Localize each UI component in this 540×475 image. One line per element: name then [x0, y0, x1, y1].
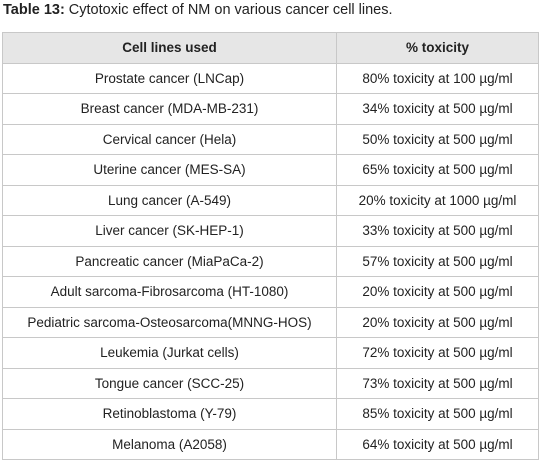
- toxicity-value: 65% toxicity at 500 µg/ml: [336, 154, 539, 186]
- toxicity-value: 20% toxicity at 1000 µg/ml: [336, 184, 539, 216]
- table-row: Prostate cancer (LNCap) 80% toxicity at …: [2, 62, 539, 94]
- toxicity-value: 34% toxicity at 500 µg/ml: [336, 93, 539, 125]
- table-row: Cervical cancer (Hela) 50% toxicity at 5…: [2, 123, 539, 155]
- table-row: Melanoma (A2058) 64% toxicity at 500 µg/…: [2, 428, 539, 460]
- table-row: Retinoblastoma (Y-79) 85% toxicity at 50…: [2, 398, 539, 430]
- cell-line-name: Cervical cancer (Hela): [2, 123, 337, 155]
- table-caption: Table 13: Cytotoxic effect of NM on vari…: [3, 1, 393, 19]
- toxicity-value: 20% toxicity at 500 µg/ml: [336, 306, 539, 338]
- table-row: Breast cancer (MDA-MB-231) 34% toxicity …: [2, 93, 539, 125]
- cell-line-name: Liver cancer (SK-HEP-1): [2, 215, 337, 247]
- table-caption-text: Cytotoxic effect of NM on various cancer…: [64, 2, 393, 18]
- cell-line-name: Tongue cancer (SCC-25): [2, 367, 337, 399]
- table-row: Pancreatic cancer (MiaPaCa-2) 57% toxici…: [2, 245, 539, 277]
- toxicity-value: 72% toxicity at 500 µg/ml: [336, 337, 539, 369]
- table-row: Adult sarcoma-Fibrosarcoma (HT-1080) 20%…: [2, 276, 539, 308]
- toxicity-value: 57% toxicity at 500 µg/ml: [336, 245, 539, 277]
- table-row: Tongue cancer (SCC-25) 73% toxicity at 5…: [2, 367, 539, 399]
- column-header-toxicity: % toxicity: [336, 32, 539, 64]
- cell-line-name: Melanoma (A2058): [2, 428, 337, 460]
- table-caption-label: Table 13:: [3, 2, 65, 18]
- cell-line-name: Pancreatic cancer (MiaPaCa-2): [2, 245, 337, 277]
- cell-line-name: Uterine cancer (MES-SA): [2, 154, 337, 186]
- table-header-row: Cell lines used % toxicity: [2, 32, 539, 64]
- cytotoxicity-table: Cell lines used % toxicity Prostate canc…: [2, 32, 539, 460]
- toxicity-value: 73% toxicity at 500 µg/ml: [336, 367, 539, 399]
- cell-line-name: Retinoblastoma (Y-79): [2, 398, 337, 430]
- cell-line-name: Prostate cancer (LNCap): [2, 62, 337, 94]
- toxicity-value: 50% toxicity at 500 µg/ml: [336, 123, 539, 155]
- toxicity-value: 64% toxicity at 500 µg/ml: [336, 428, 539, 460]
- table-row: Lung cancer (A-549) 20% toxicity at 1000…: [2, 184, 539, 216]
- table-row: Liver cancer (SK-HEP-1) 33% toxicity at …: [2, 215, 539, 247]
- cell-line-name: Leukemia (Jurkat cells): [2, 337, 337, 369]
- toxicity-value: 80% toxicity at 100 µg/ml: [336, 62, 539, 94]
- cell-line-name: Lung cancer (A-549): [2, 184, 337, 216]
- table-row: Leukemia (Jurkat cells) 72% toxicity at …: [2, 337, 539, 369]
- table-row: Uterine cancer (MES-SA) 65% toxicity at …: [2, 154, 539, 186]
- cell-line-name: Pediatric sarcoma-Osteosarcoma(MNNG-HOS): [2, 306, 337, 338]
- table-row: Pediatric sarcoma-Osteosarcoma(MNNG-HOS)…: [2, 306, 539, 338]
- toxicity-value: 33% toxicity at 500 µg/ml: [336, 215, 539, 247]
- cell-line-name: Breast cancer (MDA-MB-231): [2, 93, 337, 125]
- toxicity-value: 85% toxicity at 500 µg/ml: [336, 398, 539, 430]
- cell-line-name: Adult sarcoma-Fibrosarcoma (HT-1080): [2, 276, 337, 308]
- toxicity-value: 20% toxicity at 500 µg/ml: [336, 276, 539, 308]
- column-header-cell-lines: Cell lines used: [2, 32, 337, 64]
